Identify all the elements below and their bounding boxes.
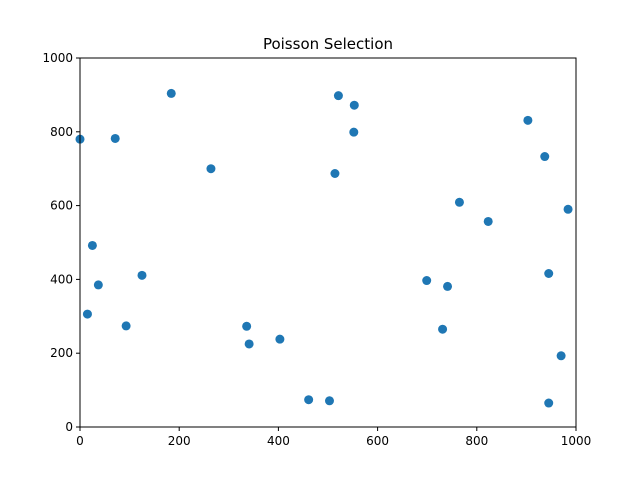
y-tick-label: 600 <box>50 199 73 213</box>
points-layer <box>75 88 573 408</box>
data-point <box>438 324 448 334</box>
data-point <box>540 152 550 162</box>
data-point <box>93 280 103 290</box>
y-tick-label: 800 <box>50 125 73 139</box>
plot-frame <box>79 57 577 428</box>
data-point <box>333 91 343 101</box>
x-tick-label: 600 <box>366 434 389 448</box>
data-point <box>483 216 493 226</box>
y-tick-label: 400 <box>50 272 73 286</box>
data-point <box>330 168 340 178</box>
data-point <box>349 100 359 110</box>
data-point <box>137 270 147 280</box>
data-point <box>110 133 120 143</box>
data-point <box>563 204 573 214</box>
data-point <box>544 398 554 408</box>
data-point <box>454 197 464 207</box>
y-tick-label: 200 <box>50 346 73 360</box>
data-point <box>324 396 334 406</box>
data-point <box>349 127 359 137</box>
data-point <box>304 395 314 405</box>
data-point <box>443 281 453 291</box>
data-point <box>556 351 566 361</box>
data-point <box>206 164 216 174</box>
data-point <box>523 115 533 125</box>
y-axis: 0 200 400 600 800 1000 <box>42 51 80 434</box>
x-axis: 0 200 400 600 800 1000 <box>76 427 591 448</box>
x-tick-label: 800 <box>465 434 488 448</box>
data-point <box>275 334 285 344</box>
chart-title: Poisson Selection <box>263 35 393 53</box>
x-tick-label: 200 <box>168 434 191 448</box>
data-point <box>82 309 92 319</box>
data-point <box>244 339 254 349</box>
data-point <box>422 276 432 286</box>
x-tick-label: 400 <box>267 434 290 448</box>
x-tick-label: 0 <box>76 434 84 448</box>
x-tick-label: 1000 <box>561 434 592 448</box>
data-point <box>121 321 131 331</box>
data-point <box>166 88 176 98</box>
y-tick-label: 1000 <box>42 51 73 65</box>
data-point <box>87 240 97 250</box>
data-point <box>242 321 252 331</box>
data-point <box>544 268 554 278</box>
y-tick-label: 0 <box>65 420 73 434</box>
